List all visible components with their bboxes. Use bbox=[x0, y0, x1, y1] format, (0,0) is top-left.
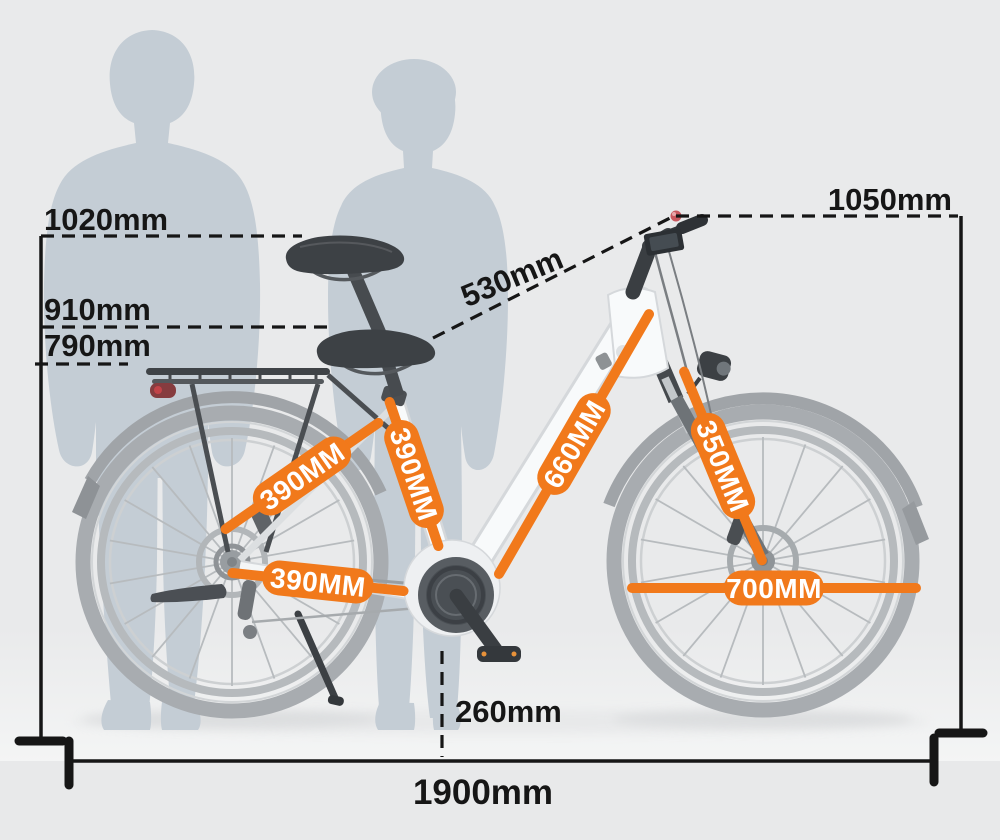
rack-rail bbox=[152, 379, 324, 384]
rear-hub-cap bbox=[227, 557, 237, 567]
front-tire bbox=[606, 404, 920, 718]
grip bbox=[676, 214, 708, 234]
rear-rim bbox=[97, 427, 367, 697]
rear-mudflap bbox=[72, 476, 100, 519]
front-light-lens bbox=[716, 361, 731, 376]
label-260: 260mm bbox=[455, 694, 562, 729]
down-tube bbox=[451, 289, 651, 597]
rear-tire bbox=[75, 405, 389, 719]
male-left-foot bbox=[101, 700, 152, 730]
saddle-low-rails bbox=[344, 362, 412, 376]
shifter-cable bbox=[667, 247, 715, 429]
bell-highlight bbox=[672, 212, 676, 216]
label-1020: 1020mm bbox=[44, 202, 168, 237]
front-rim bbox=[628, 426, 898, 696]
rear-derailleur bbox=[237, 580, 257, 620]
female-right-foot bbox=[432, 702, 461, 730]
display bbox=[643, 228, 685, 256]
charge-port bbox=[595, 352, 612, 370]
label-1050: 1050mm bbox=[828, 182, 952, 217]
male-right-leg bbox=[162, 428, 209, 716]
label-790: 790mm bbox=[44, 328, 151, 363]
pedal-reflector-right bbox=[511, 651, 517, 657]
floor-lower bbox=[0, 761, 1000, 840]
rear-wheel-shadow bbox=[82, 710, 382, 728]
label-910: 910mm bbox=[44, 292, 151, 327]
front-mudflap bbox=[902, 501, 929, 545]
pedal-reflector-left bbox=[481, 651, 487, 657]
display-screen bbox=[649, 232, 679, 252]
saddle-high-rails bbox=[313, 268, 381, 282]
label-wheel: 700MM bbox=[627, 570, 921, 606]
dashline-530 bbox=[432, 215, 673, 340]
female-left-foot bbox=[375, 702, 416, 730]
saddle-high-sheen bbox=[299, 241, 393, 253]
kickstand bbox=[294, 610, 340, 704]
frame-size-labels: 390MM 390MM 390MM 660MM 350MM 700MM bbox=[220, 309, 921, 606]
tail-light-lens bbox=[154, 386, 162, 394]
tail-light bbox=[150, 383, 176, 398]
pedal bbox=[477, 646, 521, 662]
rack-strut-rear bbox=[189, 383, 231, 553]
chainring-inner bbox=[435, 574, 477, 616]
kickstand-foot bbox=[327, 695, 344, 706]
rack-platform bbox=[146, 368, 330, 375]
rear-wheel bbox=[75, 405, 389, 719]
male-head-torso bbox=[43, 30, 261, 478]
kickstand-arm bbox=[150, 584, 227, 603]
label-1900: 1900mm bbox=[413, 773, 553, 812]
chainring bbox=[427, 566, 485, 624]
saddle-low bbox=[316, 329, 436, 376]
front-light bbox=[696, 351, 732, 381]
front-fender bbox=[603, 392, 923, 510]
front-wheel-shadow bbox=[613, 710, 913, 728]
rear-tire-edge bbox=[91, 421, 373, 703]
saddle-low-body bbox=[316, 329, 436, 369]
label-wheel-text: 700MM bbox=[726, 573, 822, 604]
derailleur-pulley bbox=[243, 625, 257, 639]
saddle-high bbox=[285, 235, 405, 282]
front-tire-edge bbox=[622, 420, 904, 702]
crank-arm bbox=[449, 588, 504, 658]
